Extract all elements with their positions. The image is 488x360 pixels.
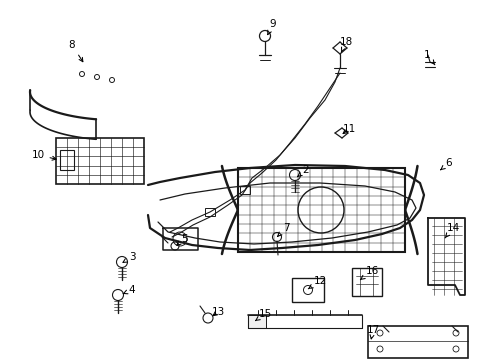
Text: 5: 5	[177, 234, 187, 245]
Text: 17: 17	[366, 325, 379, 339]
FancyBboxPatch shape	[60, 150, 74, 170]
Text: 4: 4	[123, 285, 135, 295]
Text: 16: 16	[360, 266, 378, 280]
Text: 18: 18	[339, 37, 352, 52]
Text: 3: 3	[122, 252, 135, 262]
Text: 15: 15	[255, 309, 271, 321]
Text: 8: 8	[68, 40, 82, 62]
Text: 11: 11	[342, 124, 355, 134]
Text: 9: 9	[267, 19, 276, 35]
Text: 7: 7	[277, 223, 289, 236]
FancyBboxPatch shape	[247, 315, 265, 328]
Text: 13: 13	[211, 307, 224, 317]
Text: 2: 2	[297, 165, 309, 176]
Text: 10: 10	[31, 150, 56, 160]
FancyBboxPatch shape	[240, 186, 249, 194]
Text: 6: 6	[440, 158, 451, 170]
Text: 12: 12	[307, 276, 326, 289]
Text: 1: 1	[423, 50, 434, 65]
FancyBboxPatch shape	[204, 208, 215, 216]
Text: 14: 14	[444, 223, 459, 238]
